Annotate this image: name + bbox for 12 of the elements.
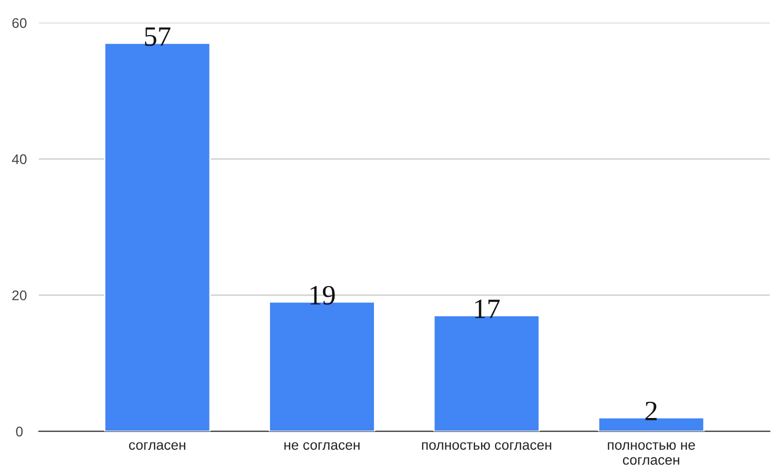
y-tick-label: 20	[12, 290, 27, 300]
x-tick-label: полностью согласен	[422, 442, 552, 450]
data-label: 57	[145, 27, 170, 46]
y-tick-label: 60	[12, 18, 27, 28]
x-tick-label: согласен	[129, 442, 186, 450]
y-tick-label: 40	[12, 154, 27, 164]
data-label: 17	[475, 300, 500, 318]
x-tick-label: полностью не согласен	[608, 442, 695, 465]
y-tick-label: 0	[16, 426, 23, 436]
data-label: 2	[646, 402, 657, 420]
data-label: 19	[310, 286, 335, 305]
x-tick-label: не согласен	[284, 442, 360, 450]
